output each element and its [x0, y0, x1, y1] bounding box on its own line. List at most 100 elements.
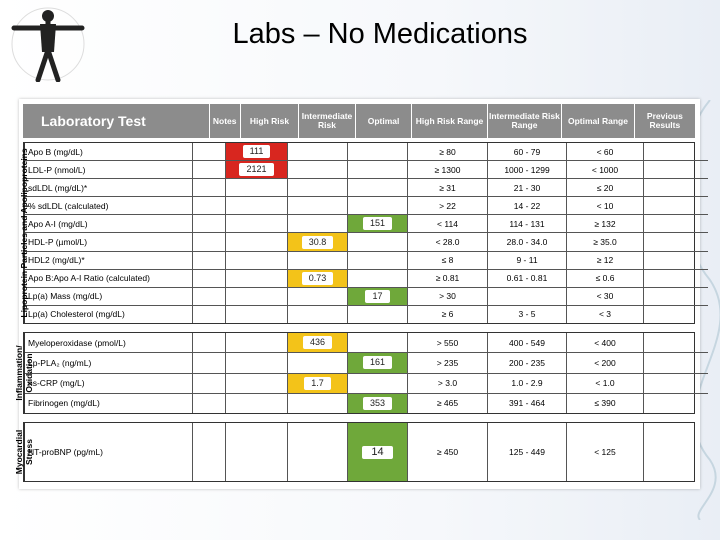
table-row: NT-proBNP (pg/mL) 14 ≥ 450 125 - 449 < 125	[25, 423, 708, 481]
intermediate-range-cell: 125 - 449	[487, 423, 566, 481]
optimal-range-cell: < 10	[566, 197, 643, 215]
optimal-cell: 161	[347, 353, 407, 373]
notes-cell	[192, 305, 225, 323]
high-risk-range-cell: > 3.0	[407, 373, 487, 393]
test-name-cell: Lp(a) Cholesterol (mg/dL)	[28, 309, 125, 320]
intermediate-range-cell	[487, 287, 566, 305]
optimal-range-cell: ≥ 12	[566, 251, 643, 269]
result-value: 151	[362, 217, 393, 231]
high-risk-cell	[225, 197, 287, 215]
high-risk-cell	[225, 333, 287, 353]
test-name-cell: HDL2 (mg/dL)*	[28, 255, 85, 266]
intermediate-range-cell: 400 - 549	[487, 333, 566, 353]
header-high-risk: High Risk	[239, 104, 299, 138]
high-risk-cell	[225, 179, 287, 197]
test-name-cell: Lp-PLA₂ (ng/mL)	[28, 357, 92, 368]
table-row: Lp-PLA₂ (ng/mL) 161 > 235 200 - 235 < 200	[25, 353, 708, 374]
table-row: sdLDL (mg/dL)* ≥ 31 21 - 30 ≤ 20	[25, 179, 708, 198]
header-intermediate-risk: Intermediate Risk	[298, 104, 355, 138]
intermediate-range-cell: 1000 - 1299	[487, 161, 566, 179]
intermediate-risk-cell	[287, 353, 347, 373]
previous-results-cell	[643, 161, 708, 179]
table-row: % sdLDL (calculated) > 22 14 - 22 < 10	[25, 197, 708, 216]
high-risk-range-cell: > 30	[407, 287, 487, 305]
high-risk-cell	[225, 269, 287, 287]
high-risk-cell	[225, 305, 287, 323]
intermediate-risk-cell	[287, 251, 347, 269]
lab-results-table: Laboratory Test Notes High Risk Intermed…	[14, 99, 708, 489]
high-risk-cell	[225, 423, 287, 481]
intermediate-risk-cell	[287, 287, 347, 305]
test-name-cell: sdLDL (mg/dL)*	[28, 182, 88, 193]
table-row: hs-CRP (mg/L) 1.7 > 3.0 1.0 - 2.9 < 1.0	[25, 373, 708, 394]
high-risk-range-cell: < 114	[407, 215, 487, 233]
section-lipoprotein: Lipoprotein Particles and Apolipoprotein…	[19, 142, 708, 324]
optimal-range-cell: < 1.0	[566, 373, 643, 393]
optimal-cell	[347, 161, 407, 179]
intermediate-risk-cell	[287, 179, 347, 197]
optimal-range-cell: < 60	[566, 143, 643, 161]
previous-results-cell	[643, 287, 708, 305]
result-value: 30.8	[301, 235, 334, 249]
optimal-cell	[347, 233, 407, 251]
high-risk-cell	[225, 287, 287, 305]
high-risk-cell: 2121	[225, 161, 287, 179]
optimal-range-cell: ≥ 132	[566, 215, 643, 233]
test-name-cell: LDL-P (nmol/L)	[28, 164, 86, 175]
intermediate-range-cell: 60 - 79	[487, 143, 566, 161]
notes-cell	[192, 423, 225, 481]
notes-cell	[192, 251, 225, 269]
test-name-cell: % sdLDL (calculated)	[28, 200, 109, 211]
test-name-cell: Apo B (mg/dL)	[28, 146, 83, 157]
test-name-cell: HDL-P (µmol/L)	[28, 237, 88, 248]
section-label: Lipoprotein Particles and Apolipoprotein…	[19, 143, 29, 323]
table-row: Apo A-I (mg/dL) 151 < 114 114 - 131 ≥ 132	[25, 215, 708, 234]
intermediate-risk-cell	[287, 215, 347, 233]
notes-cell	[192, 161, 225, 179]
high-risk-cell	[225, 215, 287, 233]
optimal-cell: 151	[347, 215, 407, 233]
header-high-risk-range: High Risk Range	[411, 104, 487, 138]
previous-results-cell	[643, 197, 708, 215]
section-myocardial: Myocardial Stress NT-proBNP (pg/mL) 14 ≥ 4…	[14, 422, 695, 482]
optimal-range-cell: < 1000	[566, 161, 643, 179]
optimal-range-cell: < 200	[566, 353, 643, 373]
optimal-cell	[347, 197, 407, 215]
optimal-range-cell: < 125	[566, 423, 643, 481]
high-risk-cell: 111	[225, 143, 287, 161]
notes-cell	[192, 353, 225, 373]
previous-results-cell	[643, 393, 708, 413]
intermediate-range-cell: 200 - 235	[487, 353, 566, 373]
result-value: 353	[362, 396, 393, 410]
intermediate-risk-cell	[287, 161, 347, 179]
high-risk-range-cell: ≥ 0.81	[407, 269, 487, 287]
table-row: Fibrinogen (mg/dL) 353 ≥ 465 391 - 464 ≤ 390	[25, 393, 708, 413]
section-label: Inflammation/ Oxidation	[14, 333, 34, 413]
test-name-cell: Fibrinogen (mg/dL)	[28, 398, 100, 409]
previous-results-cell	[643, 143, 708, 161]
table-header: Laboratory Test Notes High Risk Intermed…	[23, 104, 695, 138]
result-value: 111	[242, 145, 271, 159]
notes-cell	[192, 233, 225, 251]
high-risk-range-cell: > 550	[407, 333, 487, 353]
section-label: Myocardial Stress	[14, 423, 34, 481]
optimal-cell	[347, 333, 407, 353]
optimal-range-cell: ≤ 0.6	[566, 269, 643, 287]
previous-results-cell	[643, 423, 708, 481]
section-inflammation: Inflammation/ Oxidation Myeloperoxidase …	[14, 332, 708, 414]
table-row: Apo B (mg/dL) 111 ≥ 80 60 - 79 < 60	[25, 143, 708, 162]
previous-results-cell	[643, 305, 708, 323]
intermediate-risk-cell	[287, 143, 347, 161]
intermediate-risk-cell	[287, 393, 347, 413]
previous-results-cell	[643, 333, 708, 353]
previous-results-cell	[643, 269, 708, 287]
test-name-cell: Apo A-I (mg/dL)	[28, 218, 88, 229]
previous-results-cell	[643, 251, 708, 269]
previous-results-cell	[643, 179, 708, 197]
test-name-cell: hs-CRP (mg/L)	[28, 378, 85, 389]
optimal-range-cell: < 30	[566, 287, 643, 305]
table-row: HDL-P (µmol/L) 30.8 < 28.0 28.0 - 34.0 ≥ 35.…	[25, 233, 708, 252]
high-risk-range-cell: ≥ 465	[407, 393, 487, 413]
